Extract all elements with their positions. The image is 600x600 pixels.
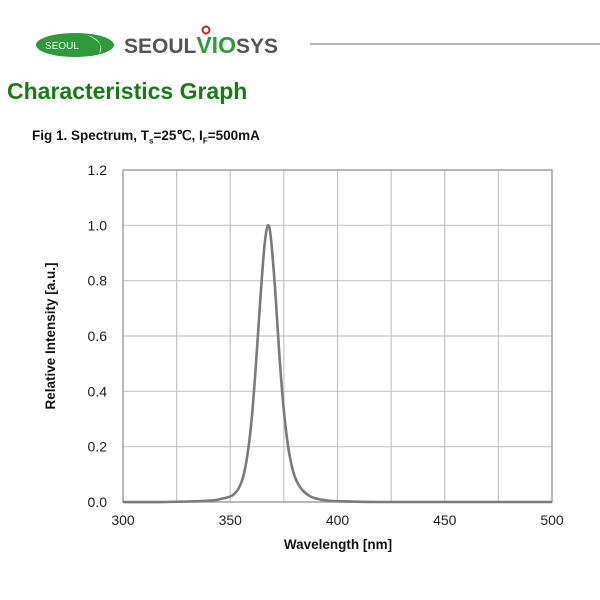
x-tick-label: 500 [540, 512, 564, 528]
brand-dot-icon [201, 25, 211, 35]
y-tick-label: 0.8 [88, 273, 108, 289]
y-axis-ticks: 0.0 0.2 0.4 0.6 0.8 1.0 1.2 [88, 162, 108, 510]
brand-seoul: SEOUL [124, 35, 197, 58]
y-tick-label: 0.6 [88, 328, 108, 344]
spectrum-line [122, 223, 552, 504]
brand-sys: SYS [235, 35, 278, 58]
brand-wordmark: SEOULVIOSYS [124, 32, 278, 60]
x-tick-label: 300 [111, 512, 135, 528]
chart-grid [122, 169, 553, 503]
y-tick-label: 1.0 [88, 217, 108, 233]
y-tick-label: 0.2 [88, 439, 108, 455]
document-header: SEOUL SEOULVIOSYS [0, 0, 600, 70]
y-tick-label: 0.4 [88, 383, 108, 399]
seoul-logo-icon: SEOUL [36, 33, 114, 57]
x-axis-ticks: 300 350 400 450 500 [111, 512, 564, 528]
x-tick-label: 400 [326, 512, 350, 528]
x-tick-label: 350 [219, 512, 243, 528]
y-axis-label: Relative Intensity [a.u.] [43, 262, 58, 409]
y-tick-label: 0.0 [88, 494, 108, 510]
section-title: Characteristics Graph [7, 78, 248, 104]
header-divider [310, 43, 600, 45]
figure-caption: Fig 1. Spectrum, Ts=25℃, IF=500mA [32, 128, 260, 146]
svg-text:SEOUL: SEOUL [45, 41, 79, 52]
x-axis-label: Wavelength [nm] [284, 537, 392, 552]
y-tick-label: 1.2 [88, 162, 108, 178]
brand-vio: VIO [196, 32, 236, 58]
x-tick-label: 450 [433, 512, 457, 528]
